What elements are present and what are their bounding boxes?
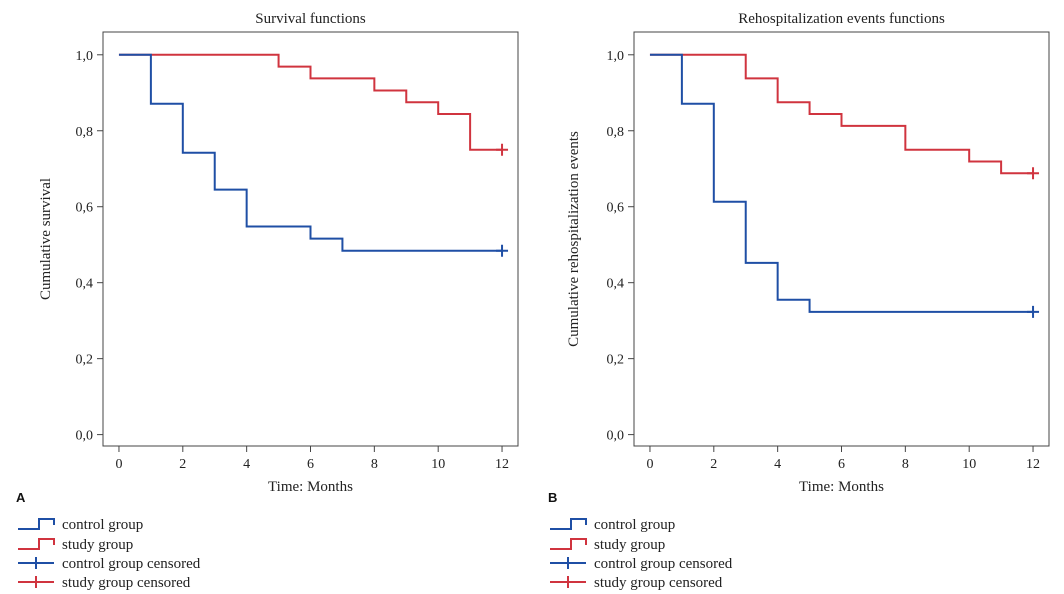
censor-mark-control <box>1027 305 1040 318</box>
panel-label: B <box>548 490 557 505</box>
y-tick-label: 0,8 <box>76 125 94 140</box>
legend-label: study group <box>62 537 133 553</box>
censor-mark-study <box>1027 167 1040 180</box>
y-axis-label: Cumulative rehospitalization events <box>566 131 582 347</box>
censor-mark-study <box>496 143 509 156</box>
legend-swatch-step-control <box>550 518 587 530</box>
x-tick-label: 12 <box>495 457 509 472</box>
y-tick-label: 0,8 <box>607 125 625 140</box>
x-tick-label: 6 <box>838 457 845 472</box>
series-line-study <box>118 53 503 151</box>
chart-panel-a: Survival functions 0,0 0,2 0,4 0,6 0,8 1,0 0 2 4 6… <box>16 11 519 591</box>
y-tick-label: 0,2 <box>76 353 94 368</box>
legend-swatch-step-study <box>18 538 55 550</box>
chart-title: Rehospitalization events functions <box>738 11 945 27</box>
series-line-control <box>649 53 1034 313</box>
y-tick-label: 1,0 <box>76 49 94 64</box>
y-tick-label: 1,0 <box>607 49 625 64</box>
chart-title: Survival functions <box>255 11 366 27</box>
x-tick-label: 4 <box>243 457 250 472</box>
series-line-control <box>118 53 503 252</box>
x-tick-label: 4 <box>774 457 781 472</box>
legend-label: study group <box>594 537 665 553</box>
legend-swatch-censor-study <box>18 576 54 588</box>
plot-frame <box>633 31 1050 447</box>
x-tick-label: 2 <box>179 457 186 472</box>
x-tick-label: 8 <box>902 457 909 472</box>
series-line-study <box>649 53 1034 175</box>
y-tick-label: 0,4 <box>76 277 94 292</box>
legend-swatch-censor-study <box>550 576 586 588</box>
censor-mark-control <box>496 244 509 257</box>
y-tick-label: 0,6 <box>76 201 94 216</box>
x-tick-label: 12 <box>1026 457 1040 472</box>
legend-label: study group censored <box>594 575 723 591</box>
legend-label: control group censored <box>594 556 733 572</box>
panel-label: A <box>16 490 26 505</box>
x-tick-label: 0 <box>646 457 653 472</box>
legend: control group study group control group ce… <box>18 517 201 591</box>
legend-swatch-censor-control <box>550 557 586 569</box>
x-tick-label: 8 <box>371 457 378 472</box>
x-tick-label: 10 <box>431 457 445 472</box>
chart-panel-b: Rehospitalization events functions 0,0 0,2… <box>548 11 1050 591</box>
legend-label: control group <box>62 517 143 533</box>
x-tick-label: 0 <box>115 457 122 472</box>
legend-swatch-censor-control <box>18 557 54 569</box>
legend-label: control group censored <box>62 556 201 572</box>
legend-swatch-step-study <box>550 538 587 550</box>
legend-label: study group censored <box>62 575 191 591</box>
legend: control group study group control group ce… <box>550 517 733 591</box>
legend-swatch-step-control <box>18 518 55 530</box>
y-tick-label: 0,0 <box>76 429 94 444</box>
x-axis-label: Time: Months <box>799 479 884 495</box>
y-tick-label: 0,2 <box>607 353 625 368</box>
x-axis-label: Time: Months <box>268 479 353 495</box>
x-tick-label: 6 <box>307 457 314 472</box>
y-tick-label: 0,4 <box>607 277 625 292</box>
y-tick-label: 0,0 <box>607 429 625 444</box>
x-tick-label: 10 <box>962 457 976 472</box>
x-tick-label: 2 <box>710 457 717 472</box>
legend-label: control group <box>594 517 675 533</box>
y-tick-label: 0,6 <box>607 201 625 216</box>
y-axis-label: Cumulative survival <box>38 178 54 300</box>
